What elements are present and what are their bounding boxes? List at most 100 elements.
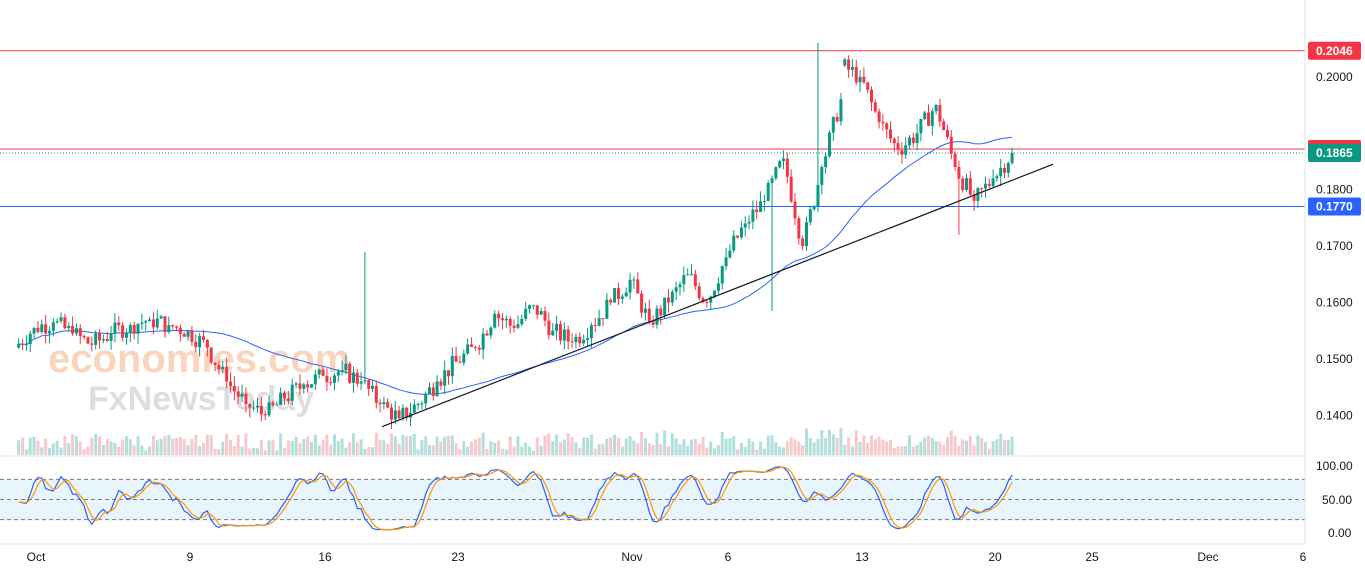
candle-body[interactable]: [144, 321, 148, 323]
candle-body[interactable]: [747, 221, 751, 224]
candle-body[interactable]: [175, 326, 179, 328]
candle-body[interactable]: [317, 369, 321, 375]
candle-body[interactable]: [428, 387, 431, 394]
candle-body[interactable]: [232, 386, 236, 392]
candle-body[interactable]: [217, 365, 221, 370]
horizontal-levels[interactable]: [0, 50, 1305, 208]
candle-body[interactable]: [957, 167, 961, 179]
candle-body[interactable]: [205, 339, 209, 348]
candle-body[interactable]: [51, 322, 55, 331]
candle-body[interactable]: [94, 333, 98, 345]
candle-body[interactable]: [236, 391, 240, 397]
candle-body[interactable]: [248, 404, 252, 408]
candle-body[interactable]: [1006, 162, 1010, 173]
candle-body[interactable]: [128, 325, 132, 333]
candle-body[interactable]: [686, 274, 690, 276]
candle-body[interactable]: [121, 325, 125, 338]
candle-body[interactable]: [770, 178, 774, 183]
candle-body[interactable]: [386, 402, 390, 408]
candle-body[interactable]: [458, 361, 462, 363]
candle-body[interactable]: [55, 321, 59, 323]
candle-body[interactable]: [397, 410, 401, 419]
candle-body[interactable]: [74, 328, 78, 334]
candle-body[interactable]: [47, 330, 51, 334]
candle-body[interactable]: [930, 111, 934, 126]
candle-body[interactable]: [835, 117, 839, 122]
candle-body[interactable]: [728, 250, 732, 258]
candle-body[interactable]: [946, 130, 949, 137]
candle-body[interactable]: [163, 316, 167, 333]
candle-body[interactable]: [412, 404, 416, 413]
candle-body[interactable]: [663, 297, 667, 316]
candle-body[interactable]: [294, 383, 298, 385]
candle-body[interactable]: [659, 308, 663, 316]
candle-body[interactable]: [678, 284, 682, 288]
candle-body[interactable]: [601, 318, 605, 320]
candle-body[interactable]: [485, 333, 489, 336]
candle-body[interactable]: [976, 188, 980, 201]
candle-body[interactable]: [28, 333, 32, 345]
candle-body[interactable]: [466, 344, 470, 354]
candle-body[interactable]: [140, 322, 144, 324]
candle-body[interactable]: [348, 363, 352, 383]
candle-body[interactable]: [566, 329, 570, 342]
candle-body[interactable]: [298, 383, 302, 389]
candle-body[interactable]: [105, 339, 109, 341]
candle-body[interactable]: [751, 209, 755, 222]
candle-body[interactable]: [999, 167, 1003, 177]
candle-body[interactable]: [225, 366, 229, 382]
candle-body[interactable]: [820, 167, 824, 185]
candle-body[interactable]: [934, 104, 938, 112]
candle-body[interactable]: [535, 305, 539, 315]
candle-body[interactable]: [586, 338, 590, 340]
candle-body[interactable]: [789, 176, 793, 202]
candle-body[interactable]: [624, 292, 628, 297]
candle-body[interactable]: [117, 322, 121, 326]
candle-body[interactable]: [340, 370, 344, 372]
candle-body[interactable]: [382, 402, 386, 405]
candle-body[interactable]: [190, 330, 194, 342]
candle-body[interactable]: [454, 355, 458, 362]
candle-body[interactable]: [551, 330, 555, 336]
candle-body[interactable]: [209, 347, 213, 363]
candle-body[interactable]: [489, 327, 493, 336]
candle-body[interactable]: [462, 353, 466, 363]
candle-body[interactable]: [275, 404, 279, 406]
candle-body[interactable]: [938, 104, 942, 122]
candle-body[interactable]: [194, 341, 198, 348]
candle-body[interactable]: [344, 363, 348, 371]
candle-body[interactable]: [1003, 167, 1006, 173]
candle-body[interactable]: [636, 279, 640, 294]
candle-body[interactable]: [325, 375, 329, 383]
candle-body[interactable]: [605, 299, 609, 319]
candle-body[interactable]: [693, 274, 697, 287]
candle-body[interactable]: [390, 407, 393, 420]
candle-body[interactable]: [995, 176, 999, 179]
time-axis[interactable]: Oct 9 16 23 Nov 6 13 20 25 Dec 6: [27, 550, 1307, 564]
candle-body[interactable]: [953, 153, 957, 168]
candle-body[interactable]: [24, 344, 28, 346]
candle-body[interactable]: [186, 330, 190, 337]
candle-body[interactable]: [709, 296, 713, 303]
candle-body[interactable]: [279, 392, 283, 405]
candle-body[interactable]: [221, 366, 225, 370]
candle-body[interactable]: [416, 404, 420, 406]
candle-body[interactable]: [862, 76, 866, 83]
candle-body[interactable]: [435, 381, 439, 396]
candle-body[interactable]: [808, 209, 812, 223]
candle-body[interactable]: [942, 121, 946, 131]
candle-body[interactable]: [915, 133, 919, 144]
candle-body[interactable]: [774, 167, 778, 179]
candle-body[interactable]: [643, 308, 647, 313]
candle-body[interactable]: [574, 336, 578, 342]
candle-body[interactable]: [739, 227, 743, 238]
candle-body[interactable]: [113, 322, 117, 334]
candle-body[interactable]: [336, 371, 340, 376]
candle-body[interactable]: [919, 119, 923, 134]
candle-body[interactable]: [32, 327, 36, 334]
candle-body[interactable]: [570, 341, 574, 343]
candle-body[interactable]: [558, 323, 562, 341]
candle-body[interactable]: [17, 343, 21, 348]
candle-body[interactable]: [701, 298, 705, 302]
candle-body[interactable]: [420, 403, 424, 405]
